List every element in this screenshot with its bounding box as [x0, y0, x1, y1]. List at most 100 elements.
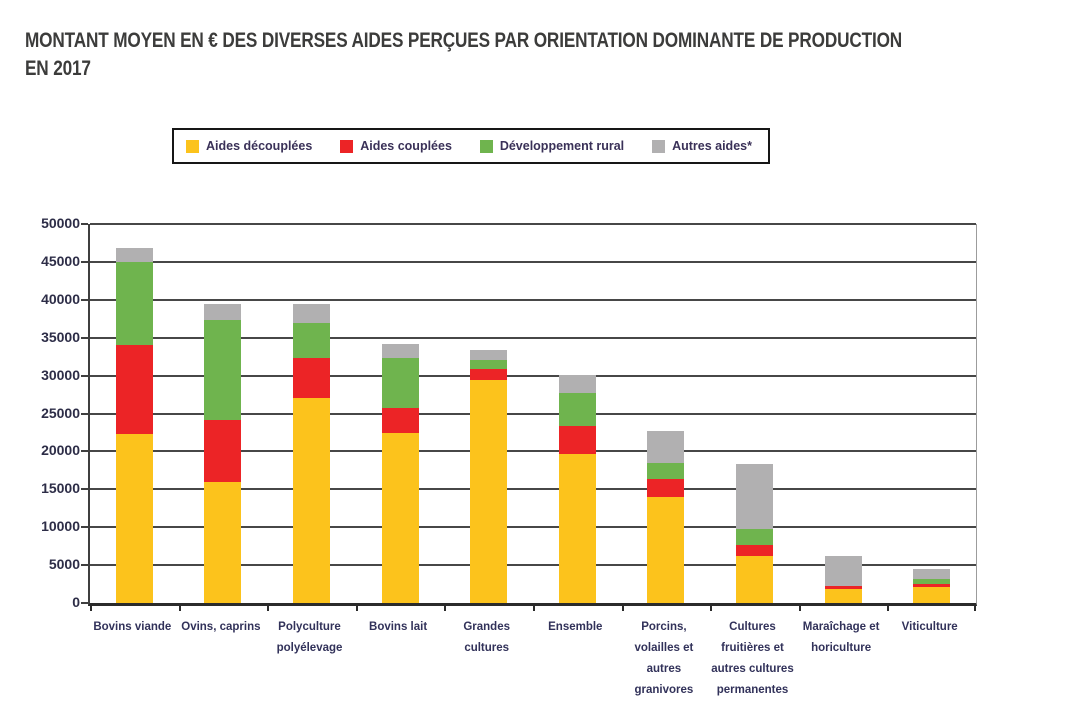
- legend-label: Autres aides*: [672, 139, 752, 153]
- category-label: Porcins, volailles et autres granivores: [602, 617, 726, 701]
- category-label-line: Ensemble: [548, 621, 603, 633]
- gridline-45000: [90, 260, 976, 263]
- x-tick-0: [90, 606, 92, 611]
- y-tick-15000: [81, 488, 88, 491]
- x-tick-6: [621, 606, 624, 611]
- y-tick-5000: [81, 564, 88, 567]
- bar-segment: [558, 374, 596, 394]
- y-axis-label-20000: 20000: [41, 442, 80, 459]
- bar-segment: [558, 454, 596, 603]
- category-label: Polyculture polyélevage: [248, 617, 372, 659]
- legend-label: Aides découplées: [206, 139, 313, 153]
- y-tick-30000: [81, 374, 88, 377]
- bar-segment: [293, 398, 330, 603]
- chart-title: MONTANT MOYEN EN € DES DIVERSES AIDES PE…: [25, 26, 1076, 82]
- bar-segment: [913, 587, 951, 603]
- y-tick-45000: [81, 260, 88, 263]
- x-tick-5: [533, 606, 535, 611]
- gridline-20000: [90, 450, 976, 453]
- category-label-line: cultures: [464, 642, 510, 654]
- bar-segment: [736, 528, 773, 546]
- bar-segment: [293, 323, 330, 359]
- y-axis-label-50000: 50000: [41, 215, 80, 231]
- bar-segment: [824, 588, 862, 603]
- category-label-line: permanentes: [716, 684, 789, 696]
- bar-segment: [913, 584, 951, 588]
- category-label-line: Polyculture: [278, 621, 341, 633]
- y-axis-label-40000: 40000: [41, 290, 80, 307]
- bar-segment: [115, 261, 153, 346]
- category-label-line: Grandes: [463, 621, 511, 633]
- legend-label: Aides couplées: [360, 139, 452, 153]
- category-label-line: Bovins viande: [93, 621, 172, 633]
- y-axis-label-25000: 25000: [41, 404, 80, 421]
- bar-segment: [381, 433, 419, 603]
- legend-label: Développement rural: [499, 139, 625, 153]
- legend-swatch: [652, 139, 666, 153]
- bar-segment: [558, 426, 596, 455]
- category-label-line: granivores: [634, 684, 694, 696]
- bar-segment: [470, 380, 508, 603]
- bar-segment: [115, 247, 153, 262]
- category-label: Ensemble: [513, 617, 637, 638]
- category-label-line: autres: [646, 663, 682, 675]
- category-label: Viticulture: [868, 617, 992, 638]
- bar-segment: [204, 304, 242, 321]
- bar-segment: [736, 464, 773, 529]
- y-tick-40000: [81, 298, 88, 301]
- gridline-5000: [90, 564, 976, 567]
- y-axis-label-30000: 30000: [41, 366, 80, 383]
- legend-item-1: Aides découplées: [186, 139, 312, 153]
- chart-title-line-2: EN 2017: [25, 56, 91, 80]
- x-tick-9: [887, 606, 890, 611]
- legend-item-4: Autres aides*: [652, 139, 752, 153]
- plot-area: [81, 223, 977, 611]
- legend: Aides découplées Aides couplées Développem…: [172, 128, 770, 164]
- bar-segment: [647, 496, 685, 603]
- gridline-15000: [90, 488, 976, 491]
- category-label-line: autres cultures: [711, 663, 794, 675]
- bar-segment: [293, 358, 330, 399]
- category-label-line: Cultures: [729, 621, 776, 633]
- gridline-50000: [90, 223, 976, 225]
- bar-segment: [204, 481, 242, 603]
- category-label: Ovins, caprins: [159, 617, 283, 638]
- category-label-line: Ovins, caprins: [181, 621, 261, 633]
- y-tick-25000: [81, 412, 88, 415]
- legend-item-2: Aides couplées: [340, 139, 452, 153]
- category-label: Bovins viande: [70, 617, 194, 638]
- x-tick-3: [355, 606, 358, 611]
- bar-segment: [647, 430, 685, 463]
- legend-swatch: [479, 139, 493, 153]
- bar-segment: [293, 304, 330, 324]
- bar-segment: [381, 408, 419, 434]
- bar-segment: [115, 345, 153, 434]
- bar-segment: [204, 320, 242, 420]
- bar-segment: [470, 360, 508, 369]
- y-axis-label-5000: 5000: [48, 556, 80, 573]
- x-tick-1: [178, 606, 181, 611]
- chart-title-line-1: MONTANT MOYEN EN € DES DIVERSES AIDES PE…: [25, 28, 903, 52]
- category-label-line: fruitières et: [721, 642, 784, 654]
- bar-segment: [824, 585, 862, 589]
- gridline-35000: [90, 336, 976, 339]
- category-label-line: Viticulture: [901, 621, 958, 633]
- bar-segment: [470, 368, 508, 381]
- gridline-40000: [90, 298, 976, 301]
- bar-segment: [736, 545, 773, 557]
- category-label-line: Bovins lait: [369, 621, 428, 633]
- x-tick-2: [267, 606, 270, 611]
- x-tick-8: [798, 606, 801, 611]
- x-tick-10: [974, 606, 976, 611]
- bar-segment: [913, 568, 951, 579]
- x-tick-4: [444, 606, 447, 611]
- bar-segment: [647, 478, 685, 497]
- gridline-10000: [90, 526, 976, 529]
- y-axis-label-15000: 15000: [41, 480, 80, 497]
- bar-segment: [470, 349, 508, 361]
- y-tick-10000: [81, 526, 88, 529]
- category-label: Bovins lait: [336, 617, 460, 638]
- y-axis-label-10000: 10000: [41, 518, 80, 535]
- legend-swatch: [340, 139, 354, 153]
- legend-swatch: [186, 139, 199, 153]
